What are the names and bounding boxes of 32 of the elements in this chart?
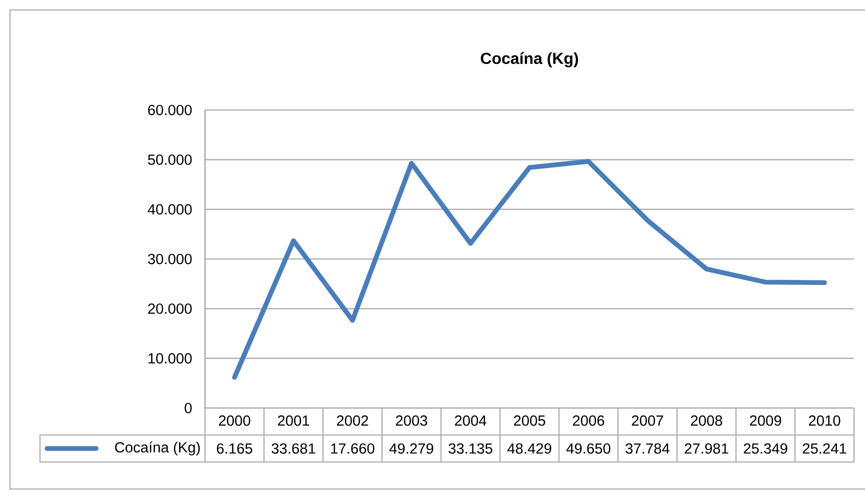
x-tick-label: 2002: [336, 415, 368, 426]
data-label: 6.165: [216, 443, 252, 454]
data-label: 49.650: [566, 443, 610, 454]
data-label: 33.681: [272, 443, 316, 454]
x-tick-label: 2000: [218, 415, 250, 426]
y-tick-label: 10.000: [148, 353, 192, 364]
x-tick-label: 2010: [808, 415, 840, 426]
data-label: 49.279: [389, 443, 434, 454]
y-tick-label: 50.000: [148, 154, 192, 165]
y-tick-label: 30.000: [148, 254, 192, 264]
x-tick-label: 2008: [690, 415, 722, 426]
data-label: 25.349: [744, 443, 788, 454]
line-series: [232, 159, 827, 380]
y-tick-label: 20.000: [148, 303, 192, 314]
x-tick-label: 2001: [278, 415, 310, 426]
legend-label: Cocaína (Kg): [115, 442, 200, 456]
y-tick-label: 60.000: [148, 104, 192, 116]
data-label: 17.660: [331, 443, 374, 454]
data-label: 37.784: [626, 443, 670, 454]
data-label: 48.429: [507, 443, 552, 454]
y-tick-label: 0: [184, 402, 192, 414]
x-tick-label: 2004: [454, 415, 486, 426]
y-tick-label: 40.000: [148, 204, 192, 215]
x-tick-label: 2009: [750, 415, 782, 426]
x-tick-label: 2006: [572, 415, 604, 426]
data-label: 25.241: [802, 443, 846, 454]
x-tick-label: 2003: [396, 415, 428, 426]
chart-title: Cocaína (Kg): [480, 52, 578, 68]
x-tick-label: 2007: [632, 415, 664, 426]
x-tick-label: 2005: [514, 415, 546, 426]
data-label: 27.981: [684, 443, 728, 454]
data-label: 33.135: [448, 443, 492, 454]
